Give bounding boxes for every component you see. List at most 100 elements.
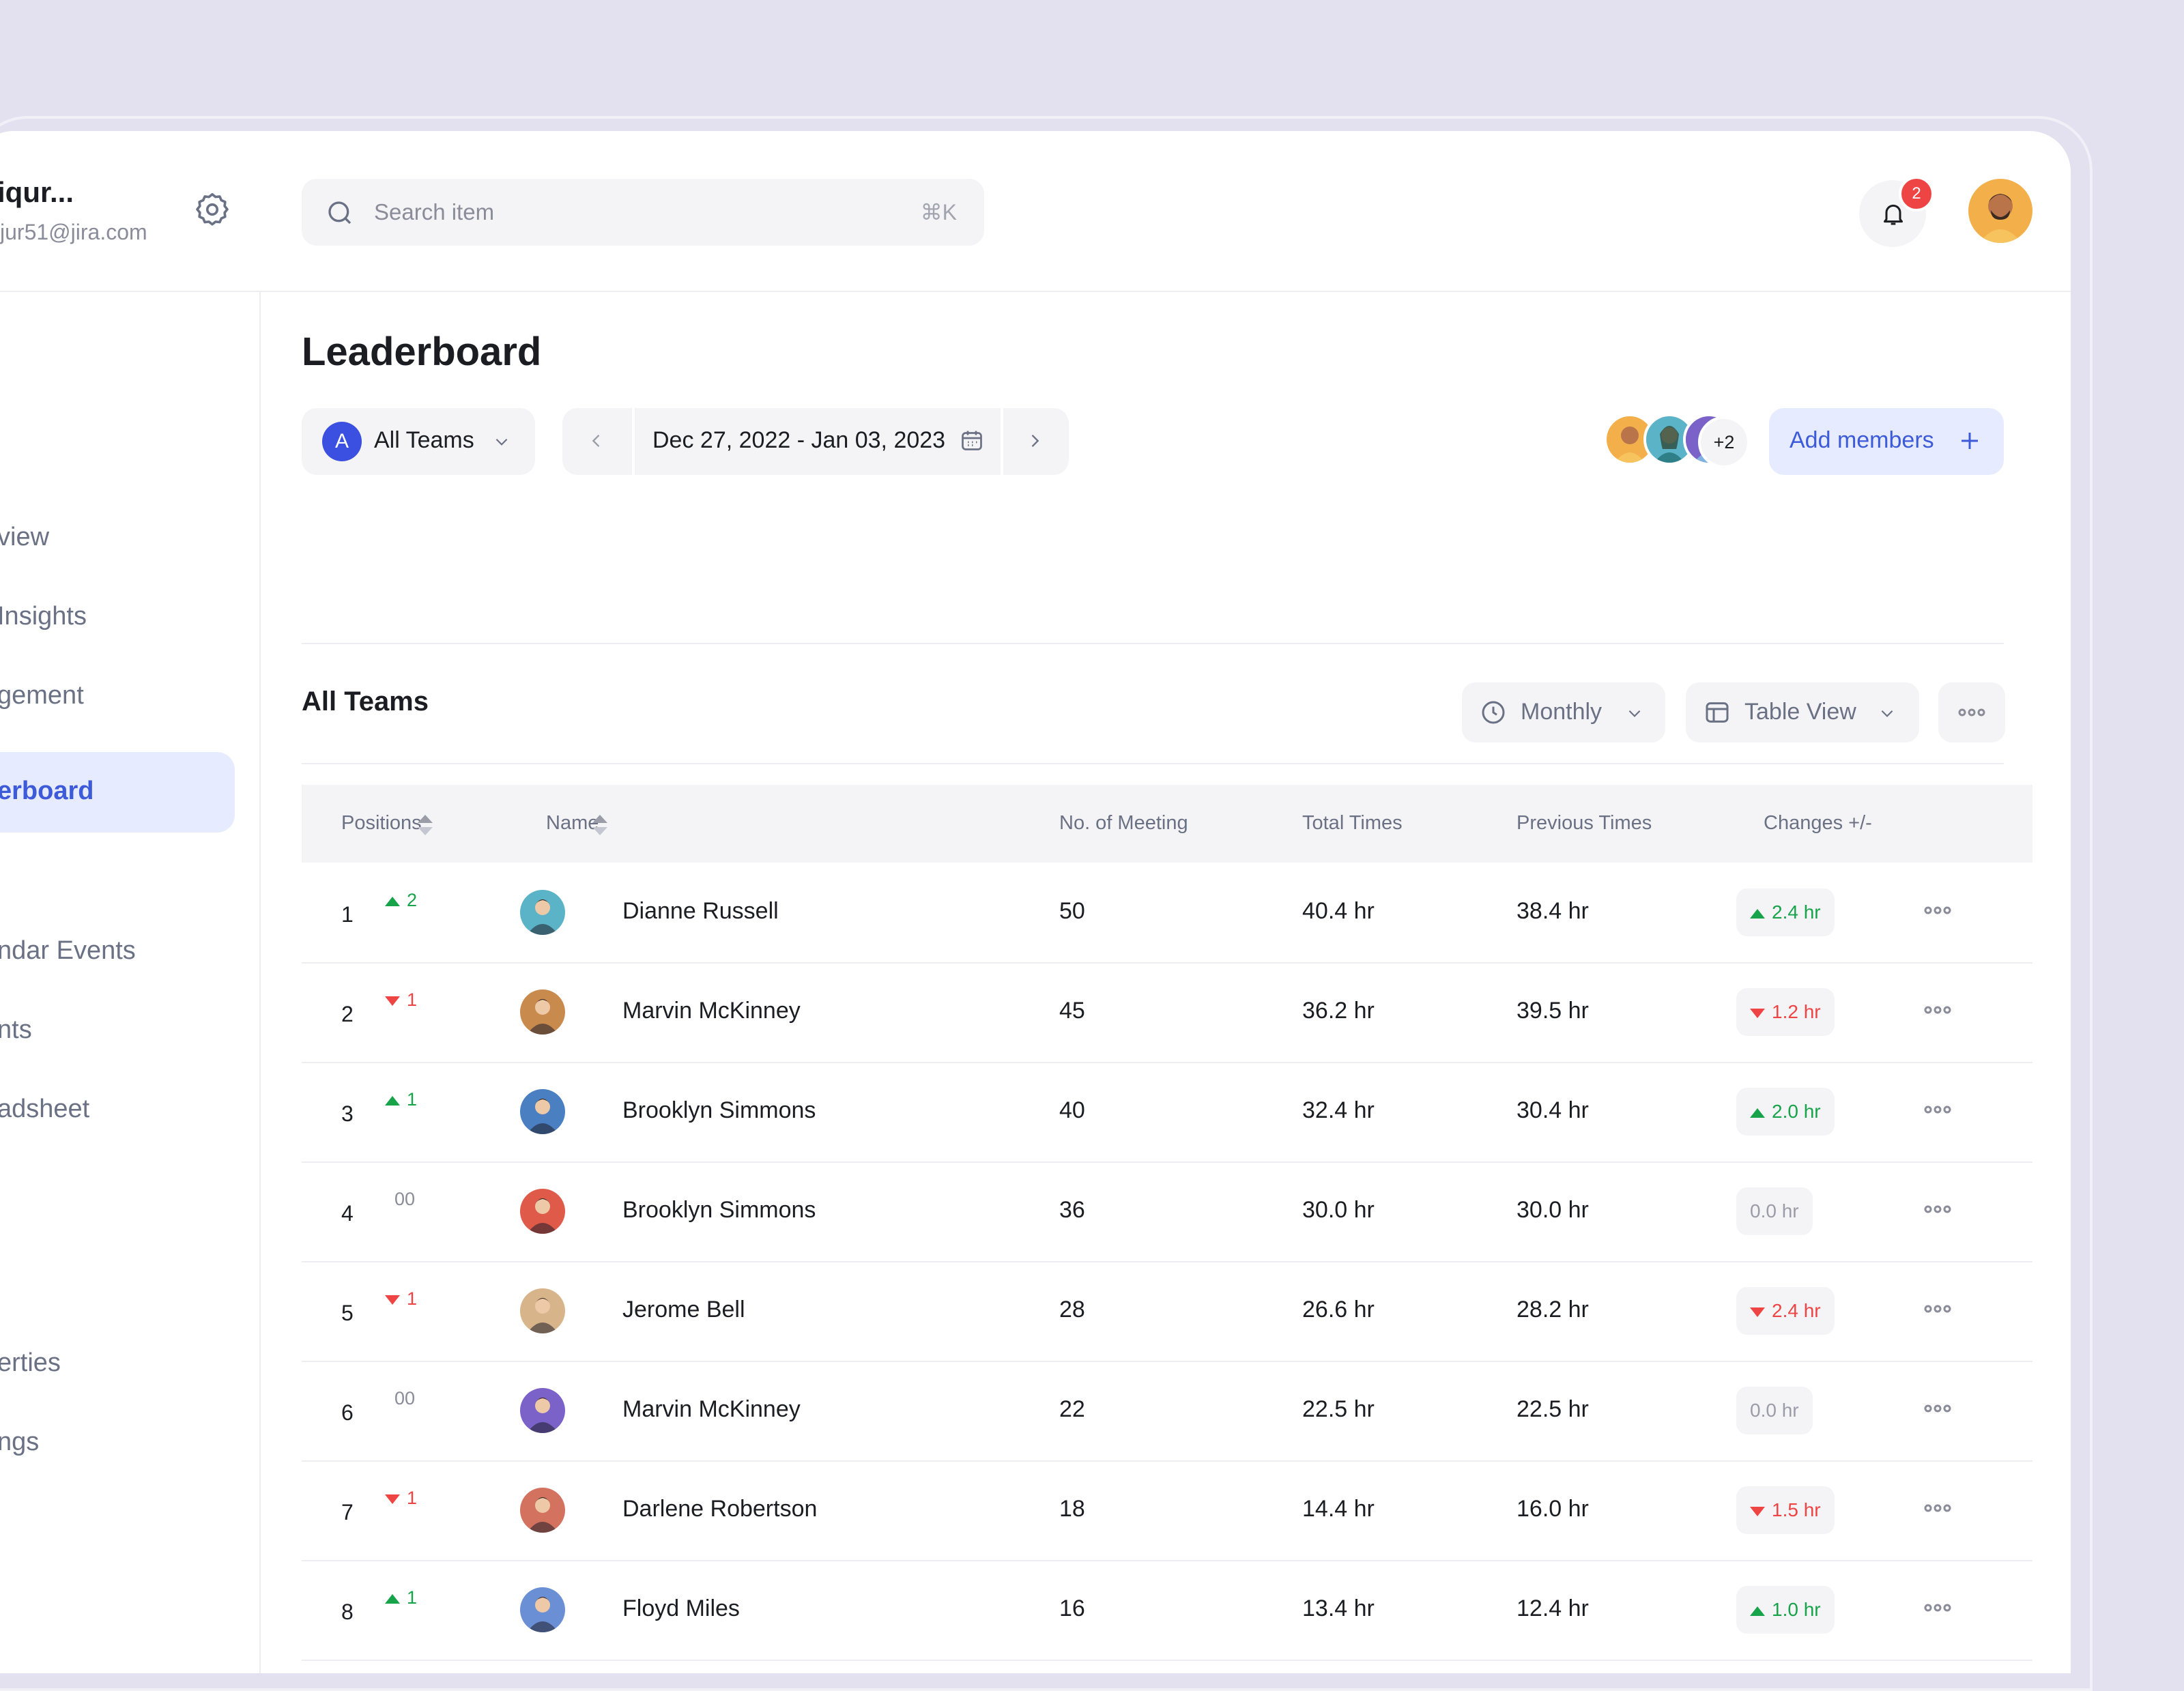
sidebar-item-events[interactable]: nts	[0, 1015, 32, 1044]
arrow-down-icon	[1750, 1008, 1765, 1018]
table-row[interactable]: 4 00 Brooklyn Simmons 36 30.0 hr 30.0 hr 0.0 h…	[302, 1161, 2032, 1262]
total-times: 36.2 hr	[1302, 998, 1375, 1024]
avatar	[520, 890, 565, 935]
table-row[interactable]: 3 1 Brooklyn Simmons 40 32.4 hr 30.4 hr 2.0 hr	[302, 1062, 2032, 1163]
sidebar-item-insights[interactable]: Insights	[0, 602, 87, 631]
total-times: 40.4 hr	[1302, 898, 1375, 924]
row-more-icon[interactable]	[1923, 1303, 1952, 1314]
change-badge: 1.2 hr	[1736, 988, 1835, 1036]
change-value: 1.5 hr	[1772, 1499, 1821, 1520]
position-change-value: 00	[394, 1388, 416, 1408]
sidebar-item-overview[interactable]: view	[0, 523, 50, 551]
add-members-label: Add members	[1790, 427, 1934, 453]
more-options-button[interactable]	[1938, 682, 2005, 742]
avatar	[520, 1189, 565, 1234]
meeting-count: 16	[1059, 1595, 1085, 1621]
previous-times: 28.2 hr	[1517, 1297, 1589, 1323]
meeting-count: 40	[1059, 1097, 1085, 1123]
search-input[interactable]: Search item	[374, 199, 495, 225]
previous-times: 30.0 hr	[1517, 1197, 1589, 1223]
total-times: 13.4 hr	[1302, 1595, 1375, 1621]
table-row[interactable]: 8 1 Floyd Miles 16 13.4 hr 12.4 hr 1.0 hr	[302, 1560, 2032, 1661]
position-number: 3	[341, 1101, 354, 1126]
change-value: 1.0 hr	[1772, 1599, 1821, 1620]
sidebar-item-settings[interactable]: ngs	[0, 1428, 40, 1456]
sidebar-item-leaderboard[interactable]: erboard	[0, 752, 235, 833]
chevron-down-icon	[1628, 710, 1641, 717]
meeting-count: 22	[1059, 1396, 1085, 1422]
change-badge: 0.0 hr	[1736, 1387, 1813, 1434]
avatar	[520, 1488, 565, 1533]
row-more-icon[interactable]	[1923, 905, 1952, 916]
table-row[interactable]: 5 1 Jerome Bell 28 26.6 hr 28.2 hr 2.4 hr	[302, 1261, 2032, 1362]
row-more-icon[interactable]	[1923, 1005, 1952, 1015]
member-name: Brooklyn Simmons	[622, 1097, 816, 1123]
column-header-previous-times: Previous Times	[1517, 812, 1652, 834]
notification-count-badge: 2	[1899, 176, 1934, 212]
avatar	[520, 1089, 565, 1134]
view-dropdown[interactable]: Table View	[1686, 682, 1919, 742]
gear-icon[interactable]	[192, 190, 232, 229]
column-header-positions[interactable]: Positions	[341, 812, 422, 834]
row-more-icon[interactable]	[1923, 1503, 1952, 1514]
table-row[interactable]: 2 1 Marvin McKinney 45 36.2 hr 39.5 hr 1.2 hr	[302, 962, 2032, 1063]
table-row[interactable]: 91Marvin McKinney1212.0 hr13.4 hr1.5 hr	[302, 1660, 2032, 1673]
row-more-icon[interactable]	[1923, 1204, 1952, 1215]
member-name: Dianne Russell	[622, 898, 779, 924]
table-header: Positions Name No. of Meeting Total Time…	[302, 785, 2032, 863]
clock-icon	[1482, 701, 1505, 724]
position-change: 1	[385, 989, 417, 1011]
position-change-value: 1	[407, 1488, 418, 1508]
column-header-meetings: No. of Meeting	[1059, 812, 1188, 834]
sidebar-item-spreadsheet[interactable]: adsheet	[0, 1095, 90, 1123]
avatar[interactable]	[1968, 179, 2032, 243]
period-dropdown[interactable]: Monthly	[1462, 682, 1665, 742]
change-value: 1.2 hr	[1772, 1001, 1821, 1022]
bell-icon	[1884, 204, 1903, 225]
change-badge: 0.0 hr	[1736, 1187, 1813, 1235]
sidebar-item-calendar-events[interactable]: ndar Events	[0, 936, 136, 965]
position-change: 1	[385, 1488, 417, 1509]
member-avatar-stack[interactable]	[1604, 414, 1735, 465]
row-more-icon[interactable]	[1923, 1602, 1952, 1613]
position-change-value: 1	[407, 1089, 418, 1110]
team-badge: A	[322, 422, 362, 461]
sort-icon[interactable]	[416, 813, 434, 837]
members-more-count[interactable]: +2	[1698, 416, 1750, 468]
change-value: 2.0 hr	[1772, 1101, 1821, 1122]
date-range-field[interactable]: Dec 27, 2022 - Jan 03, 2023	[632, 408, 1003, 475]
meeting-count: 50	[1059, 898, 1085, 924]
sidebar-item-management[interactable]: gement	[0, 681, 84, 710]
sort-icon[interactable]	[591, 813, 609, 837]
column-header-name[interactable]: Name	[546, 812, 599, 834]
table-row[interactable]: 6 00 Marvin McKinney 22 22.5 hr 22.5 hr 0.0 hr	[302, 1361, 2032, 1462]
change-badge: 1.5 hr	[1736, 1486, 1835, 1534]
member-name: Darlene Robertson	[622, 1496, 818, 1522]
view-label: Table View	[1744, 699, 1856, 725]
total-times: 32.4 hr	[1302, 1097, 1375, 1123]
position-change-value: 1	[407, 1587, 418, 1608]
add-members-button[interactable]: Add members	[1769, 408, 2004, 475]
position-change: 1	[385, 1089, 417, 1110]
page-title: Leaderboard	[302, 330, 542, 374]
sidebar: view Insights gement erboard ndar Events…	[0, 292, 261, 1673]
table-row[interactable]: 1 2 Dianne Russell 50 40.4 hr 38.4 hr 2.4 hr	[302, 863, 2032, 964]
previous-times: 22.5 hr	[1517, 1396, 1589, 1422]
total-times: 30.0 hr	[1302, 1197, 1375, 1223]
search-bar[interactable]: Search item ⌘K	[302, 179, 984, 246]
user-name: iqur...	[0, 176, 74, 208]
date-prev-button[interactable]	[562, 408, 631, 475]
calendar-icon	[962, 431, 982, 450]
row-more-icon[interactable]	[1923, 1403, 1952, 1414]
arrow-up-icon	[385, 896, 400, 906]
sidebar-item-properties[interactable]: erties	[0, 1348, 61, 1377]
team-select-dropdown[interactable]: A All Teams	[302, 408, 535, 475]
table-row[interactable]: 7 1 Darlene Robertson 18 14.4 hr 16.0 hr 1.5 h…	[302, 1460, 2032, 1561]
change-badge: 2.0 hr	[1736, 1088, 1835, 1136]
search-icon	[328, 201, 351, 225]
row-more-icon[interactable]	[1923, 1104, 1952, 1115]
team-select-label: All Teams	[374, 427, 474, 453]
change-value: 2.4 hr	[1772, 1300, 1821, 1321]
date-next-button[interactable]	[1001, 408, 1069, 475]
member-name: Floyd Miles	[622, 1595, 740, 1621]
